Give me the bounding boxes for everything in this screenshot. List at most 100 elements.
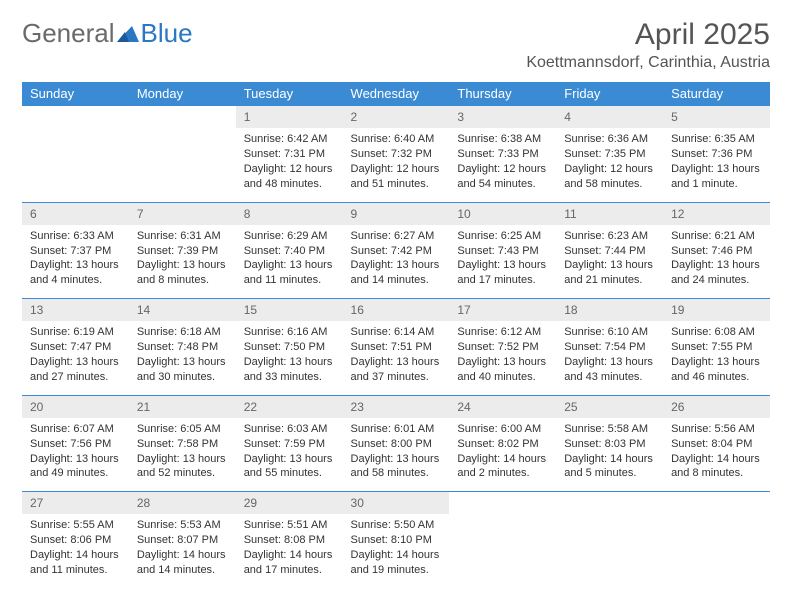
weekday-header: Thursday <box>449 82 556 106</box>
sunset-text: Sunset: 7:54 PM <box>564 340 655 355</box>
daylight-text: Daylight: 13 hours and 11 minutes. <box>244 258 335 288</box>
day-detail-cell: Sunrise: 6:01 AMSunset: 8:00 PMDaylight:… <box>343 418 450 492</box>
sunset-text: Sunset: 7:44 PM <box>564 244 655 259</box>
day-detail-cell <box>129 128 236 202</box>
day-number-cell: 10 <box>449 202 556 225</box>
day-number-row: 20212223242526 <box>22 395 770 418</box>
sunset-text: Sunset: 7:56 PM <box>30 437 121 452</box>
day-number-cell: 21 <box>129 395 236 418</box>
day-detail-cell: Sunrise: 6:33 AMSunset: 7:37 PMDaylight:… <box>22 225 129 299</box>
brand-logo: General Blue <box>22 18 193 49</box>
weekday-header: Saturday <box>663 82 770 106</box>
sunset-text: Sunset: 7:48 PM <box>137 340 228 355</box>
calendar-table: SundayMondayTuesdayWednesdayThursdayFrid… <box>22 82 770 588</box>
day-number-cell: 3 <box>449 106 556 129</box>
sunrise-text: Sunrise: 5:56 AM <box>671 422 762 437</box>
sunset-text: Sunset: 8:00 PM <box>351 437 442 452</box>
daylight-text: Daylight: 13 hours and 55 minutes. <box>244 452 335 482</box>
weekday-header: Wednesday <box>343 82 450 106</box>
day-number-cell: 12 <box>663 202 770 225</box>
sunrise-text: Sunrise: 5:50 AM <box>351 518 442 533</box>
sunset-text: Sunset: 7:51 PM <box>351 340 442 355</box>
daylight-text: Daylight: 13 hours and 17 minutes. <box>457 258 548 288</box>
location: Koettmannsdorf, Carinthia, Austria <box>526 54 770 72</box>
day-detail-cell <box>449 514 556 587</box>
day-detail-cell: Sunrise: 6:19 AMSunset: 7:47 PMDaylight:… <box>22 321 129 395</box>
sunset-text: Sunset: 8:10 PM <box>351 533 442 548</box>
sunrise-text: Sunrise: 6:16 AM <box>244 325 335 340</box>
day-number-row: 13141516171819 <box>22 299 770 322</box>
title-block: April 2025 Koettmannsdorf, Carinthia, Au… <box>526 18 770 72</box>
day-detail-cell: Sunrise: 6:40 AMSunset: 7:32 PMDaylight:… <box>343 128 450 202</box>
daylight-text: Daylight: 14 hours and 19 minutes. <box>351 548 442 578</box>
sunrise-text: Sunrise: 6:42 AM <box>244 132 335 147</box>
day-number-cell: 9 <box>343 202 450 225</box>
daylight-text: Daylight: 14 hours and 8 minutes. <box>671 452 762 482</box>
sunrise-text: Sunrise: 6:21 AM <box>671 229 762 244</box>
brand-part1: General <box>22 18 115 49</box>
sunrise-text: Sunrise: 5:55 AM <box>30 518 121 533</box>
day-number-cell <box>663 492 770 515</box>
day-detail-cell <box>22 128 129 202</box>
sunrise-text: Sunrise: 6:14 AM <box>351 325 442 340</box>
day-number-cell: 7 <box>129 202 236 225</box>
daylight-text: Daylight: 14 hours and 17 minutes. <box>244 548 335 578</box>
sunset-text: Sunset: 8:08 PM <box>244 533 335 548</box>
logo-triangle-icon <box>117 18 139 49</box>
day-detail-cell: Sunrise: 6:16 AMSunset: 7:50 PMDaylight:… <box>236 321 343 395</box>
day-detail-cell: Sunrise: 6:42 AMSunset: 7:31 PMDaylight:… <box>236 128 343 202</box>
calendar-page: General Blue April 2025 Koettmannsdorf, … <box>0 0 792 612</box>
sunrise-text: Sunrise: 6:19 AM <box>30 325 121 340</box>
sunrise-text: Sunrise: 6:18 AM <box>137 325 228 340</box>
daylight-text: Daylight: 13 hours and 1 minute. <box>671 162 762 192</box>
day-detail-cell: Sunrise: 6:10 AMSunset: 7:54 PMDaylight:… <box>556 321 663 395</box>
day-number-cell <box>449 492 556 515</box>
sunset-text: Sunset: 7:35 PM <box>564 147 655 162</box>
daylight-text: Daylight: 14 hours and 14 minutes. <box>137 548 228 578</box>
daylight-text: Daylight: 13 hours and 46 minutes. <box>671 355 762 385</box>
day-number-cell: 25 <box>556 395 663 418</box>
brand-part2: Blue <box>141 18 193 49</box>
sunset-text: Sunset: 7:50 PM <box>244 340 335 355</box>
sunset-text: Sunset: 8:06 PM <box>30 533 121 548</box>
day-number-cell: 28 <box>129 492 236 515</box>
daylight-text: Daylight: 12 hours and 54 minutes. <box>457 162 548 192</box>
sunrise-text: Sunrise: 6:00 AM <box>457 422 548 437</box>
day-number-cell: 8 <box>236 202 343 225</box>
sunset-text: Sunset: 7:52 PM <box>457 340 548 355</box>
sunset-text: Sunset: 7:47 PM <box>30 340 121 355</box>
sunrise-text: Sunrise: 6:05 AM <box>137 422 228 437</box>
day-body-row: Sunrise: 6:19 AMSunset: 7:47 PM Daylight:… <box>22 321 770 395</box>
day-detail-cell: Sunrise: 5:51 AMSunset: 8:08 PMDaylight:… <box>236 514 343 587</box>
sunset-text: Sunset: 7:58 PM <box>137 437 228 452</box>
day-number-cell: 19 <box>663 299 770 322</box>
sunrise-text: Sunrise: 6:01 AM <box>351 422 442 437</box>
daylight-text: Daylight: 13 hours and 40 minutes. <box>457 355 548 385</box>
weekday-header: Sunday <box>22 82 129 106</box>
weekday-header: Friday <box>556 82 663 106</box>
sunrise-text: Sunrise: 6:36 AM <box>564 132 655 147</box>
sunset-text: Sunset: 7:59 PM <box>244 437 335 452</box>
sunset-text: Sunset: 8:07 PM <box>137 533 228 548</box>
sunrise-text: Sunrise: 6:08 AM <box>671 325 762 340</box>
day-detail-cell: Sunrise: 5:58 AMSunset: 8:03 PMDaylight:… <box>556 418 663 492</box>
day-number-cell: 22 <box>236 395 343 418</box>
daylight-text: Daylight: 12 hours and 48 minutes. <box>244 162 335 192</box>
sunset-text: Sunset: 7:32 PM <box>351 147 442 162</box>
daylight-text: Daylight: 13 hours and 21 minutes. <box>564 258 655 288</box>
day-detail-cell: Sunrise: 6:23 AMSunset: 7:44 PMDaylight:… <box>556 225 663 299</box>
month-title: April 2025 <box>526 18 770 52</box>
daylight-text: Daylight: 13 hours and 24 minutes. <box>671 258 762 288</box>
day-number-cell: 24 <box>449 395 556 418</box>
sunrise-text: Sunrise: 6:25 AM <box>457 229 548 244</box>
day-detail-cell: Sunrise: 6:00 AMSunset: 8:02 PMDaylight:… <box>449 418 556 492</box>
daylight-text: Daylight: 12 hours and 51 minutes. <box>351 162 442 192</box>
day-number-cell: 4 <box>556 106 663 129</box>
weekday-header: Monday <box>129 82 236 106</box>
day-detail-cell: Sunrise: 6:08 AMSunset: 7:55 PMDaylight:… <box>663 321 770 395</box>
day-detail-cell: Sunrise: 5:56 AMSunset: 8:04 PMDaylight:… <box>663 418 770 492</box>
sunset-text: Sunset: 7:37 PM <box>30 244 121 259</box>
daylight-text: Daylight: 12 hours and 58 minutes. <box>564 162 655 192</box>
sunset-text: Sunset: 7:36 PM <box>671 147 762 162</box>
day-detail-cell: Sunrise: 6:14 AMSunset: 7:51 PMDaylight:… <box>343 321 450 395</box>
